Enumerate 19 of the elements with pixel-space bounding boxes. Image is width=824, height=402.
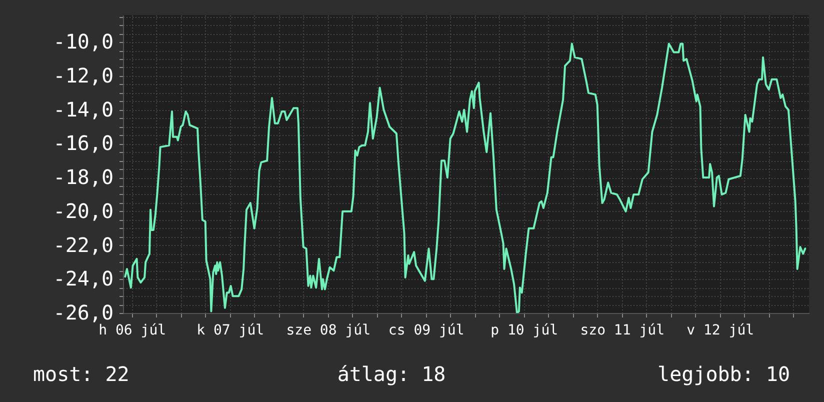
y-tick-label: -18,0 — [53, 165, 114, 190]
x-tick-label: k 07 júl — [196, 322, 264, 338]
text: most: 22 — [33, 362, 130, 386]
x-tick-label: cs 09 júl — [388, 322, 464, 338]
x-tick-label: p 10 júl — [490, 322, 558, 338]
x-tick-label: v 12 júl — [686, 322, 754, 338]
y-tick-label: -14,0 — [53, 97, 114, 122]
y-tick-label: -10,0 — [53, 30, 114, 54]
y-tick-label: -26,0 — [53, 300, 114, 324]
text: átlag: 18 — [337, 362, 446, 386]
x-tick-label: h 06 júl — [98, 322, 166, 338]
text: legjobb: 10 — [658, 362, 790, 386]
y-tick-label: -16,0 — [53, 131, 114, 156]
y-tick-label: -22,0 — [53, 232, 114, 257]
y-tick-label: -24,0 — [53, 266, 114, 291]
x-tick-label: sze 08 júl — [286, 322, 370, 338]
y-tick-label: -12,0 — [53, 63, 114, 88]
x-tick-label: szo 11 júl — [580, 322, 664, 338]
y-tick-label: -20,0 — [53, 198, 114, 223]
